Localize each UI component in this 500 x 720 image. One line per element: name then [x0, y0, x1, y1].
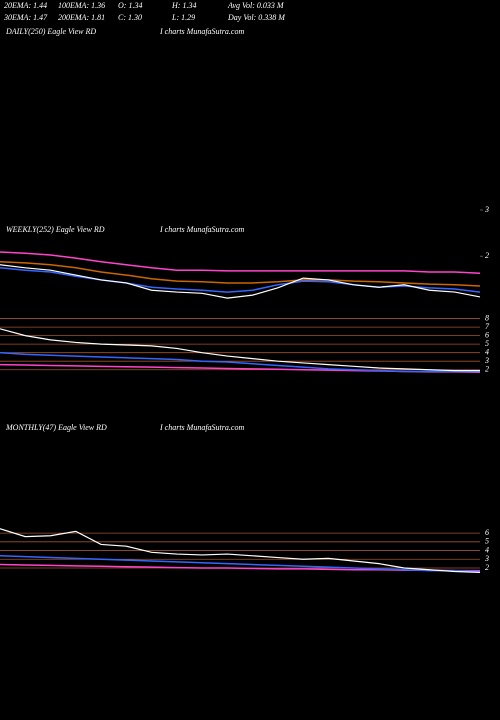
stat: O: 1.34: [118, 1, 142, 10]
y-tick-label: 3: [484, 356, 489, 365]
stat: C: 1.30: [118, 13, 142, 22]
panel-title: MONTHLY(47) Eagle View RD: [5, 423, 107, 432]
annotation: I charts MunafaSutra.com: [159, 27, 244, 36]
price-line: [0, 528, 481, 573]
stat: 20EMA: 1.44: [4, 1, 47, 10]
price-line: [0, 267, 481, 293]
y-tick-label: 5: [485, 339, 489, 348]
y-tick-label: 3: [484, 554, 489, 563]
panel-title: WEEKLY(252) Eagle View RD: [6, 225, 105, 234]
price-line: [0, 260, 481, 287]
stat: 30EMA: 1.47: [3, 13, 48, 22]
y-tick-label: 4: [485, 545, 489, 554]
price-line: [0, 264, 481, 299]
stat: 200EMA: 1.81: [58, 13, 105, 22]
y-tick-label: 2: [485, 563, 489, 572]
y-tick-label: 6: [485, 330, 489, 339]
price-line: [0, 251, 481, 274]
annotation: I charts MunafaSutra.com: [159, 225, 244, 234]
stat: Day Vol: 0.338 M: [227, 13, 286, 22]
y-tick-label: 4: [485, 348, 489, 357]
stat: Avg Vol: 0.033 M: [227, 1, 285, 10]
stat: H: 1.34: [171, 1, 196, 10]
price-line: [0, 555, 481, 573]
stat: 100EMA: 1.36: [58, 1, 105, 10]
y-tick-label: 6: [485, 528, 489, 537]
y-tick-label: 8: [485, 313, 489, 322]
y-tick-label: 2: [485, 365, 489, 374]
y-tick-label: 2: [485, 251, 489, 260]
annotation: I charts MunafaSutra.com: [159, 423, 244, 432]
price-line: [0, 351, 480, 373]
y-tick-label: 3: [484, 205, 489, 214]
stat: L: 1.29: [171, 13, 195, 22]
price-line: [0, 328, 480, 372]
y-tick-label: 7: [485, 322, 490, 331]
y-tick-label: 5: [485, 537, 489, 546]
panel-title: DAILY(250) Eagle View RD: [5, 27, 96, 36]
